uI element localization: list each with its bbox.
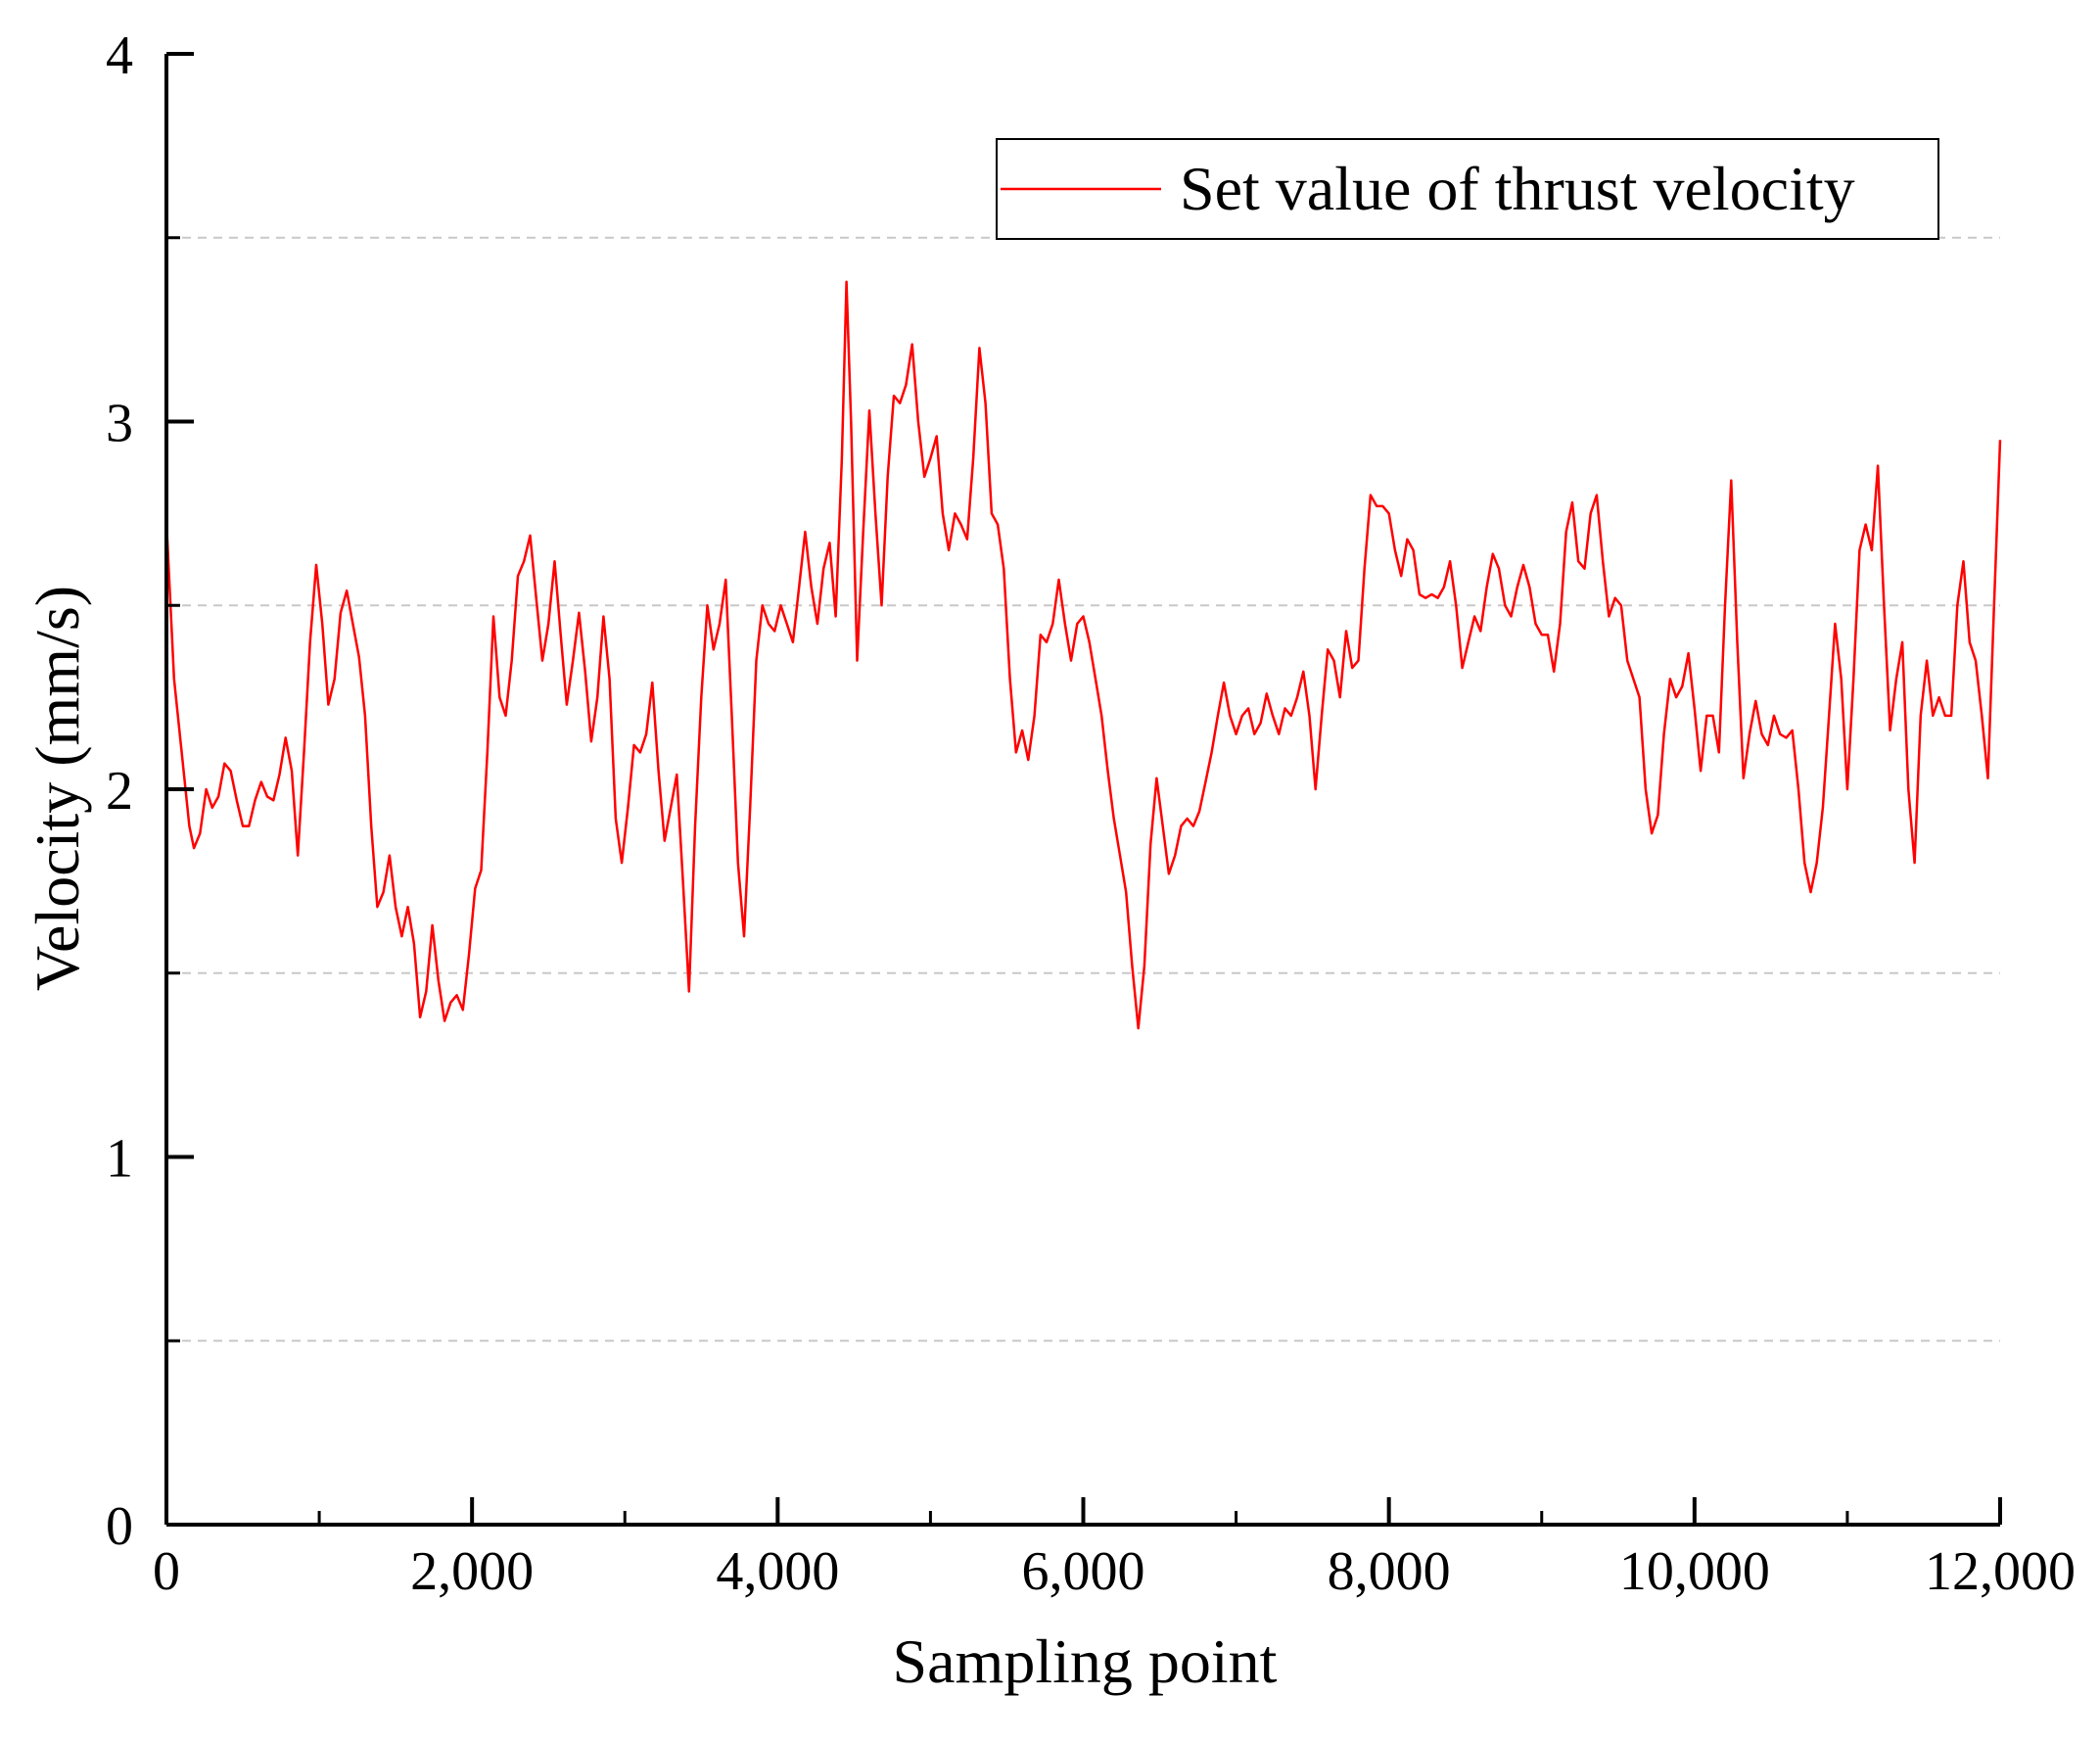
x-tick-label: 8,000 xyxy=(1328,1541,1451,1602)
y-axis-title: Velocity (mm/s) xyxy=(23,586,92,991)
y-tick-label: 2 xyxy=(106,761,133,822)
series-layer xyxy=(164,280,2002,1030)
y-tick-label: 3 xyxy=(106,394,133,454)
tick-marks xyxy=(164,52,2002,1527)
y-tick-label: 1 xyxy=(106,1129,133,1190)
x-axis-title: Sampling point xyxy=(893,1626,1278,1696)
series-line-0 xyxy=(164,280,2002,1030)
x-tick-label: 6,000 xyxy=(1022,1541,1145,1602)
x-tick-label: 2,000 xyxy=(410,1541,534,1602)
axes xyxy=(164,54,2000,1527)
x-tick-label: 4,000 xyxy=(716,1541,839,1602)
legend-label: Set value of thrust velocity xyxy=(1180,154,1855,223)
legend: Set value of thrust velocity xyxy=(996,138,1939,240)
grid-lines xyxy=(166,236,2000,1343)
y-tick-label: 0 xyxy=(106,1496,133,1557)
x-tick-label: 12,000 xyxy=(1925,1541,2076,1602)
y-tick-label: 4 xyxy=(106,25,133,86)
tick-labels: 0 1 2 3 4 0 2,000 4,000 6,000 8,000 10,000 12,000 xyxy=(106,25,2076,1602)
x-tick-label: 0 xyxy=(153,1541,180,1602)
x-tick-label: 10,000 xyxy=(1619,1541,1770,1602)
